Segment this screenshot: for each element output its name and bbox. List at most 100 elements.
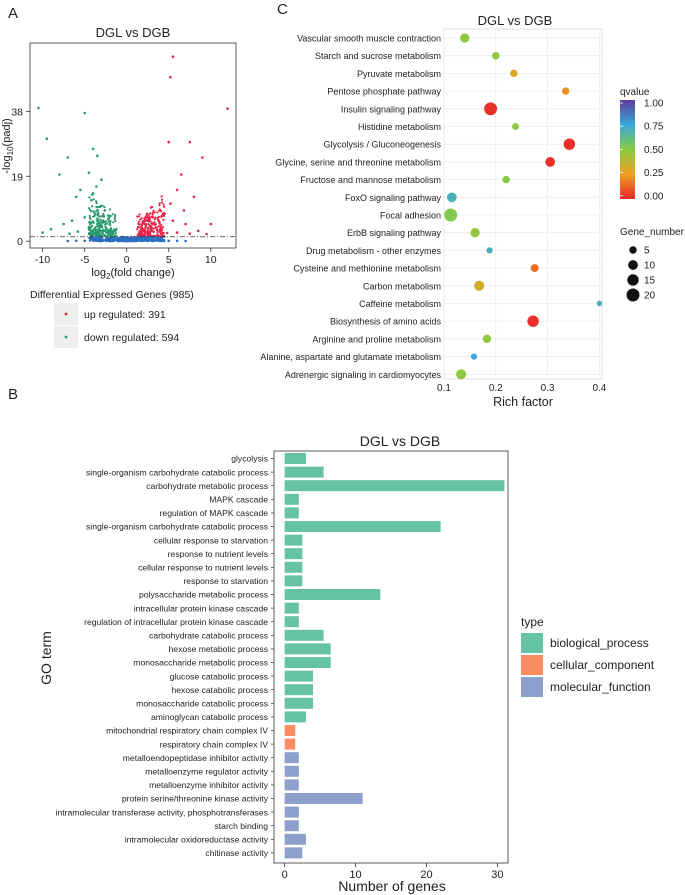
volcano-cloud-point <box>89 236 92 239</box>
bar-category-label: glycolysis <box>231 454 268 464</box>
bubble-category-label: Fructose and mannose metabolism <box>300 175 441 185</box>
down-legend-label: down regulated: 594 <box>84 332 179 344</box>
volcano-point <box>175 188 179 192</box>
volcano-cloud-point <box>92 215 95 218</box>
volcano-point <box>66 239 70 243</box>
volcano-point <box>79 188 82 192</box>
volcano-cloud-point <box>160 228 163 231</box>
bubble-point <box>561 87 570 95</box>
bar-category-label: regulation of intracellular protein kina… <box>84 617 268 627</box>
volcano-cloud-point <box>95 210 98 213</box>
volcano-cloud-point <box>96 208 99 211</box>
gene-number-key-dot <box>627 274 639 286</box>
volcano-cloud-point <box>146 219 149 222</box>
volcano-cloud-point <box>140 233 144 236</box>
volcano-cloud-point <box>138 233 142 236</box>
volcano-cloud-point <box>109 219 112 222</box>
bar-mark <box>284 820 299 832</box>
volcano-point <box>150 238 154 242</box>
volcano-point <box>165 231 169 235</box>
volcano-x-tick-label: -5 <box>80 254 89 266</box>
volcano-point <box>108 238 112 242</box>
volcano-cloud-point <box>139 226 142 229</box>
bubble-point <box>502 175 510 184</box>
bubble-point <box>510 69 518 78</box>
bar-mark <box>284 453 306 464</box>
bubble-category-label: Carbon metabolism <box>363 281 441 291</box>
bubble-category-label: Caffeine metabolism <box>359 299 441 309</box>
volcano-point <box>182 209 186 212</box>
volcano-x-tick-label: 5 <box>166 254 172 266</box>
volcano-point <box>188 140 192 144</box>
bar-mark <box>284 616 299 628</box>
volcano-point <box>45 137 49 140</box>
bubble-category-label: Drug metabolism - other enzymes <box>306 246 442 256</box>
bubble-category-label: Histidine metabolism <box>358 122 441 132</box>
bar-mark <box>284 507 299 519</box>
bubble-point <box>482 334 492 344</box>
bar-mark <box>284 466 324 478</box>
bubble-category-labels: Vascular smooth muscle contraction Starch… <box>260 34 441 380</box>
volcano-point <box>169 202 172 205</box>
bar-mark <box>284 548 303 560</box>
volcano-point <box>142 238 145 241</box>
bar-category-label: carbohydrate metabolic process <box>146 481 268 491</box>
volcano-cloud-point <box>137 222 140 225</box>
volcano-cloud-point <box>90 210 93 213</box>
volcano-x-tick-label: 0 <box>124 254 130 266</box>
bar-category-label: monosaccharide metabolic process <box>133 658 268 668</box>
volcano-x-tick-label: -10 <box>35 254 50 266</box>
volcano-cloud-point <box>95 202 98 205</box>
volcano-point <box>205 232 208 236</box>
volcano-cloud-point <box>92 210 95 213</box>
bar-category-label: monosaccharide catabolic process <box>136 699 268 709</box>
volcano-cloud-point <box>107 217 110 220</box>
volcano-point <box>145 212 149 216</box>
bar-category-label: single-organism carbohydrate catabolic p… <box>86 522 268 532</box>
volcano-cloud-point <box>162 239 165 243</box>
type-legend-label: biological_process <box>550 636 649 650</box>
volcano-cloud-point <box>162 203 165 206</box>
volcano-point <box>159 239 162 242</box>
bubble-point <box>492 51 500 60</box>
volcano-point <box>151 216 155 219</box>
volcano-point <box>226 107 229 110</box>
bubble-frame <box>443 28 603 380</box>
volcano-cloud-point <box>114 214 117 217</box>
volcano-cloud-point <box>107 220 110 223</box>
volcano-point <box>68 232 71 235</box>
gene-number-key-dot <box>626 288 640 302</box>
volcano-point <box>106 214 110 217</box>
volcano-cloud-point <box>159 237 162 240</box>
bubble-category-label: Alanine, aspartate and glutamate metabol… <box>260 352 441 362</box>
volcano-cloud-point <box>91 237 95 240</box>
volcano-cloud-point <box>96 217 99 220</box>
volcano-cloud-point <box>92 198 95 201</box>
volcano-cloud-point <box>136 226 140 229</box>
bubble-point <box>563 138 576 150</box>
bar-mark <box>284 765 299 777</box>
volcano-point <box>143 219 147 222</box>
volcano-point <box>154 226 158 229</box>
volcano-cloud-point <box>105 235 108 238</box>
volcano-cloud-point <box>158 202 161 205</box>
volcano-cloud-point <box>101 222 104 225</box>
volcano-cloud-point <box>91 205 94 208</box>
bubble-point <box>527 315 539 327</box>
volcano-point <box>91 147 95 151</box>
gene-number-key-label: 15 <box>644 276 656 287</box>
up-legend-dot <box>64 312 68 316</box>
volcano-cloud-point <box>99 225 102 228</box>
volcano-cloud-point <box>136 234 139 238</box>
bar-mark <box>284 670 314 682</box>
bar-category-label: metalloenzyme regulator activity <box>145 767 268 777</box>
volcano-point <box>37 106 40 110</box>
bar-category-label: hexose metabolic process <box>169 644 268 654</box>
bubble-x-tick-label: 0.1 <box>437 383 451 394</box>
volcano-cloud-point <box>160 195 163 198</box>
bubble-point <box>530 264 539 273</box>
volcano-cloud-point <box>88 231 91 234</box>
volcano-cloud-point <box>156 231 159 234</box>
volcano-cloud-point <box>96 214 99 217</box>
volcano-point <box>171 55 175 58</box>
